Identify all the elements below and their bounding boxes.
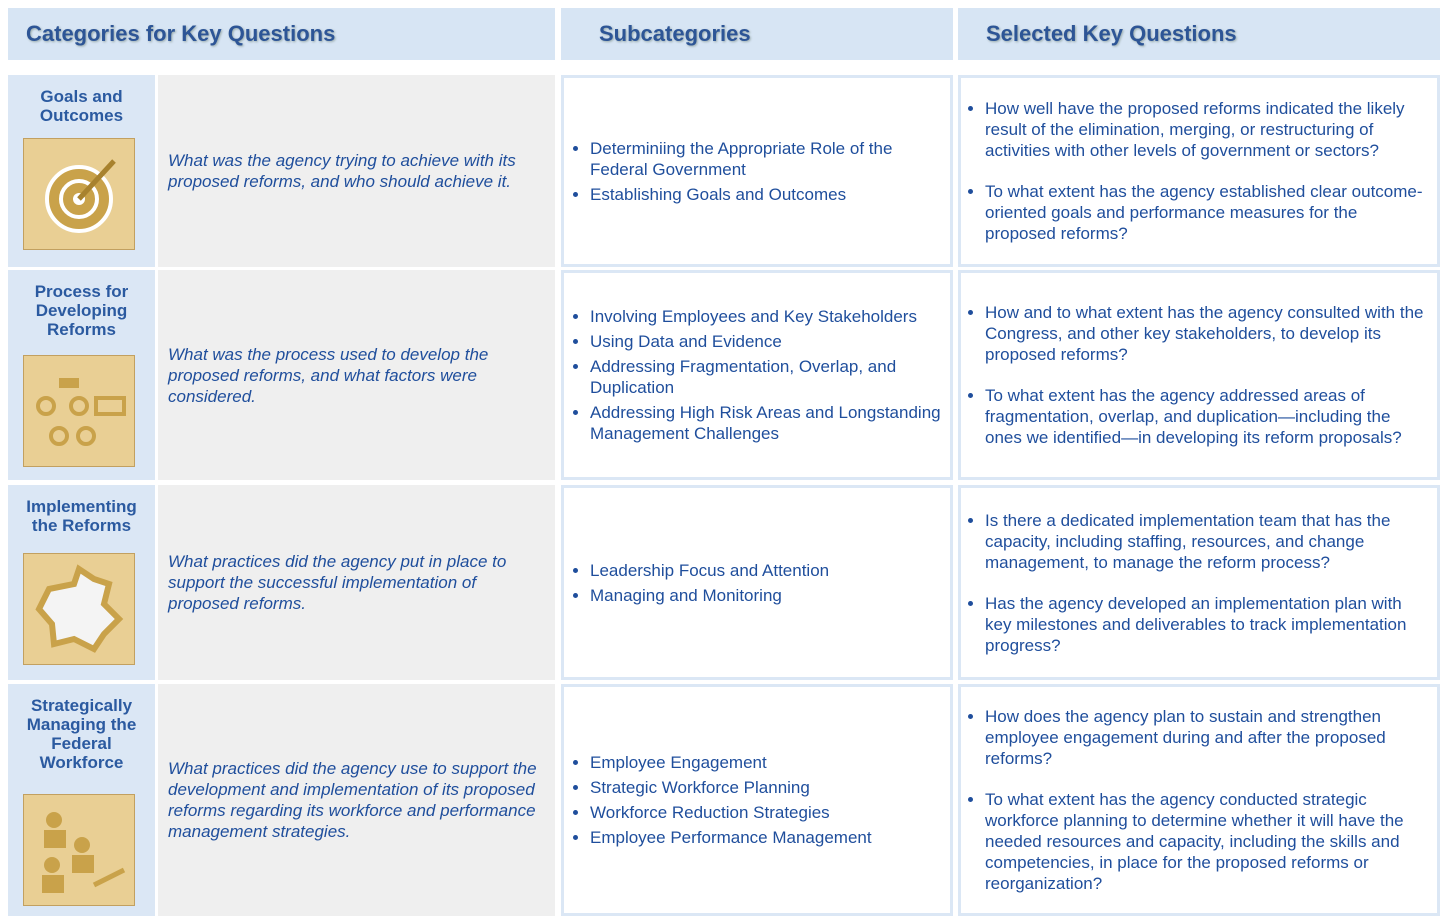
subcategory-item: Establishing Goals and Outcomes [590,184,944,205]
subcategory-cell: Employee Engagement Strategic Workforce P… [561,684,953,916]
category-cell: Process for Developing Reforms [8,270,155,480]
subcategory-item: Involving Employees and Key Stakeholders [590,306,944,327]
subcategory-item: Using Data and Evidence [590,331,944,352]
key-question-item: To what extent has the agency establishe… [985,181,1429,244]
key-question-cell: How does the agency plan to sustain and … [958,684,1440,916]
key-question-item: How does the agency plan to sustain and … [985,706,1429,769]
subcategory-cell: Involving Employees and Key Stakeholders… [561,270,953,480]
subcategory-cell: Determiniing the Appropriate Role of the… [561,75,953,267]
key-question-list: How does the agency plan to sustain and … [965,706,1429,894]
category-cell: Implementing the Reforms [8,485,155,680]
key-question-cell: How well have the proposed reforms indic… [958,75,1440,267]
subcategory-cell: Leadership Focus and Attention Managing a… [561,485,953,680]
key-question-item: How well have the proposed reforms indic… [985,98,1429,161]
category-label: Strategically Managing the Federal Workf… [26,696,137,772]
category-label: Process for Developing Reforms [34,282,129,339]
key-question-item: Is there a dedicated implementation team… [985,510,1429,573]
column-header: Subcategories [561,8,953,60]
key-question-item: To what extent has the agency conducted … [985,789,1429,894]
key-question-cell: How and to what extent has the agency co… [958,270,1440,480]
key-question-list: How and to what extent has the agency co… [965,302,1429,448]
icon-graphic [36,378,126,446]
subcategory-list: Determiniing the Appropriate Role of the… [570,134,944,209]
key-question-item: To what extent has the agency addressed … [985,385,1429,448]
subcategory-item: Addressing Fragmentation, Overlap, and D… [590,356,944,398]
key-question-item: Has the agency developed an implementati… [985,593,1429,656]
category-label: Goals and Outcomes [39,87,124,125]
subcategory-list: Involving Employees and Key Stakeholders… [570,302,944,448]
subcategory-item: Employee Performance Management [590,827,872,848]
category-question: What was the process used to develop the… [158,270,555,480]
category-icon [23,138,135,250]
category-question: What was the agency trying to achieve wi… [158,75,555,267]
category-cell: Goals and Outcomes [8,75,155,267]
key-question-cell: Is there a dedicated implementation team… [958,485,1440,680]
category-question: What practices did the agency use to sup… [158,684,555,916]
subcategory-item: Employee Engagement [590,752,872,773]
subcategory-list: Leadership Focus and Attention Managing a… [570,556,829,610]
key-question-list: Is there a dedicated implementation team… [965,510,1429,656]
subcategory-item: Determiniing the Appropriate Role of the… [590,138,944,180]
key-question-item: How and to what extent has the agency co… [985,302,1429,365]
category-cell: Strategically Managing the Federal Workf… [8,684,155,916]
subcategory-item: Leadership Focus and Attention [590,560,829,581]
column-header: Categories for Key Questions [8,8,555,60]
icon-graphic [35,564,124,653]
category-question: What practices did the agency put in pla… [158,485,555,680]
subcategory-list: Employee Engagement Strategic Workforce P… [570,748,872,852]
subcategory-item: Addressing High Risk Areas and Longstand… [590,402,944,444]
column-header: Selected Key Questions [958,8,1440,60]
subcategory-item: Workforce Reduction Strategies [590,802,872,823]
icon-graphic [45,159,116,233]
subcategory-item: Strategic Workforce Planning [590,777,872,798]
icon-graphic [42,812,126,893]
subcategory-item: Managing and Monitoring [590,585,829,606]
category-icon [23,355,135,467]
category-icon [23,794,135,906]
category-icon [23,553,135,665]
category-label: Implementing the Reforms [26,497,137,535]
key-question-list: How well have the proposed reforms indic… [965,98,1429,244]
